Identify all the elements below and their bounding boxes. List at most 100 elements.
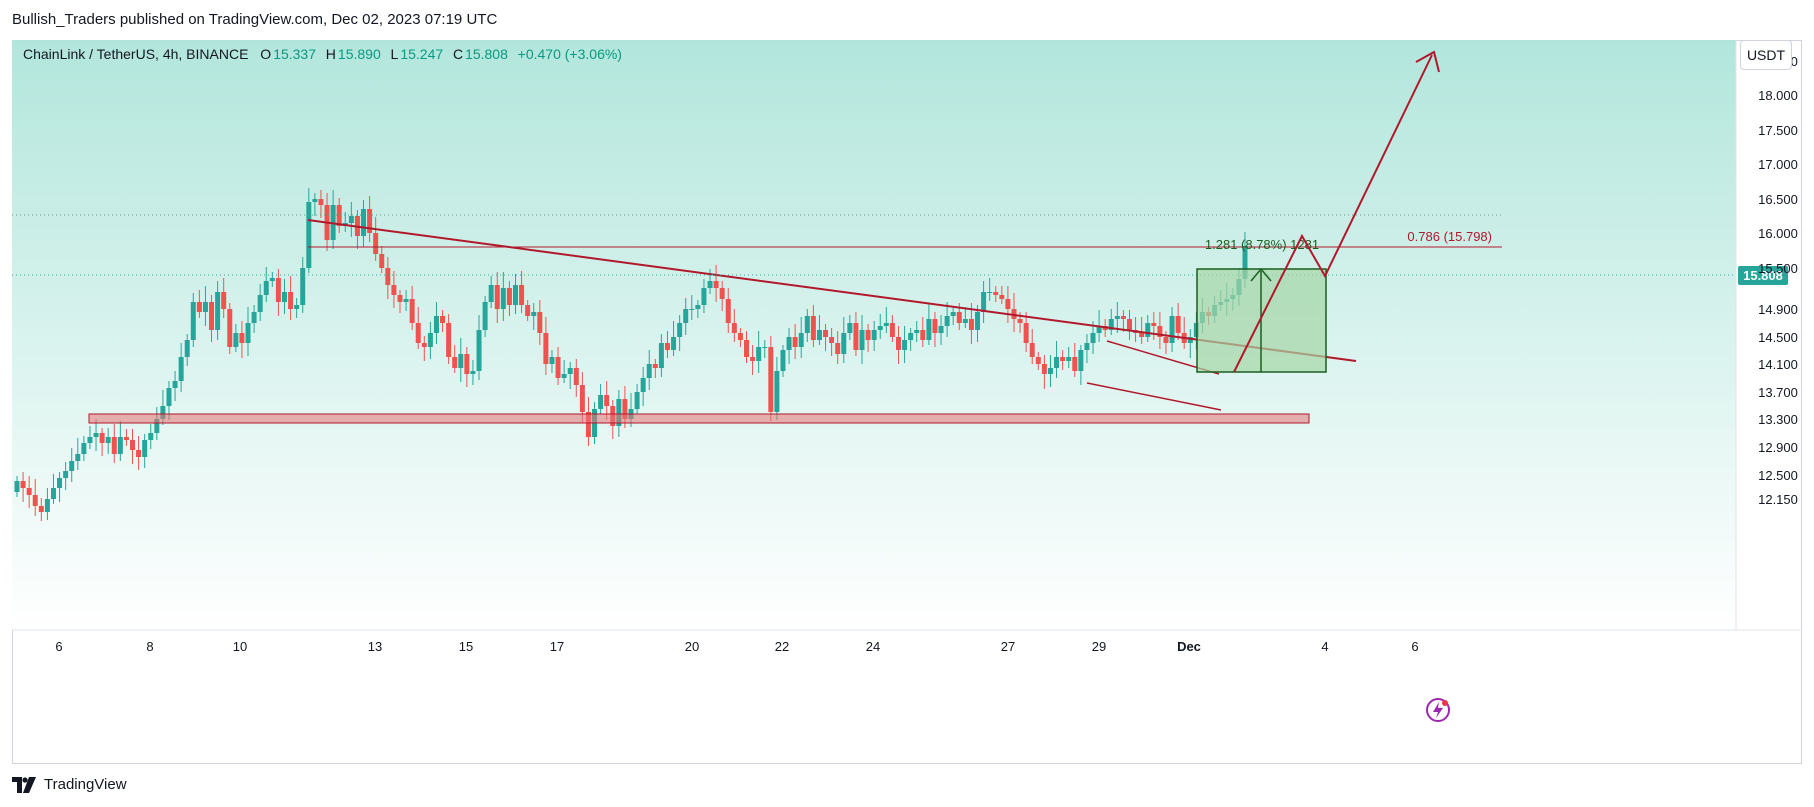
- candle: [32, 479, 38, 516]
- candle-body: [804, 316, 810, 333]
- candle-body: [123, 437, 129, 440]
- candle: [1078, 345, 1084, 385]
- candle: [1047, 355, 1053, 387]
- measure-arrow-head: [1250, 267, 1272, 282]
- candle-body: [221, 292, 227, 309]
- candle: [1035, 352, 1041, 370]
- candle: [658, 334, 664, 377]
- candle: [987, 278, 993, 301]
- candle-body: [1145, 323, 1151, 337]
- lightning-icon[interactable]: [1425, 697, 1451, 723]
- candle: [519, 271, 525, 313]
- candle: [786, 328, 792, 364]
- candle-body: [1242, 246, 1248, 279]
- candle: [573, 359, 579, 397]
- candle-body: [1041, 364, 1047, 374]
- x-tick-label: 15: [459, 639, 473, 654]
- candle: [640, 367, 646, 406]
- candle: [908, 328, 914, 351]
- candle-body: [245, 323, 251, 343]
- candle-body: [762, 347, 768, 348]
- candle: [75, 438, 81, 470]
- candle: [695, 300, 701, 318]
- candle-body: [403, 299, 409, 302]
- candle-body: [215, 292, 221, 330]
- candle: [531, 303, 537, 330]
- candle: [847, 315, 853, 340]
- candle: [190, 293, 196, 347]
- y-tick-label: 18.000: [1758, 88, 1798, 103]
- candle-body: [902, 340, 908, 350]
- candle-body: [573, 368, 579, 385]
- candle-body: [44, 499, 50, 512]
- candle-body: [1005, 299, 1011, 309]
- candle: [829, 328, 835, 356]
- candle-body: [1017, 319, 1023, 323]
- candle-body: [373, 233, 379, 254]
- y-tick-label: 12.150: [1758, 492, 1798, 507]
- candle-body: [975, 312, 981, 330]
- price-chart[interactable]: 1.618 (18.916)0.786 (15.798)1.281 (8.78%…: [12, 40, 1802, 764]
- candle: [99, 428, 105, 456]
- candle: [938, 315, 944, 345]
- candle-body: [847, 323, 853, 333]
- descending-trendline: [307, 219, 1357, 362]
- candle: [178, 343, 184, 392]
- candle: [500, 272, 506, 321]
- candle: [713, 265, 719, 302]
- candle: [1139, 317, 1145, 344]
- candle-body: [1060, 357, 1066, 361]
- candle: [233, 324, 239, 352]
- candle-body: [567, 368, 573, 374]
- candle-body: [14, 481, 20, 492]
- candle-body: [950, 312, 956, 316]
- candle: [1187, 329, 1193, 358]
- candle-body: [634, 392, 640, 409]
- candle-body: [537, 312, 543, 333]
- candle-body: [160, 406, 166, 419]
- fib-level-label: 0.786 (15.798): [1407, 229, 1492, 244]
- candle-body: [865, 330, 871, 340]
- candle: [634, 384, 640, 414]
- candle-body: [227, 309, 233, 347]
- candle-body: [233, 333, 239, 347]
- footer-brand: TradingView: [44, 776, 127, 793]
- candle: [184, 334, 190, 366]
- candle: [883, 307, 889, 333]
- x-tick-label: Dec: [1177, 639, 1201, 654]
- currency-button[interactable]: USDT: [1740, 40, 1792, 70]
- candle-body: [433, 316, 439, 333]
- candle-body: [993, 292, 999, 295]
- candle-body: [798, 333, 804, 347]
- candle: [397, 290, 403, 313]
- candle: [664, 331, 670, 358]
- candle: [506, 281, 512, 316]
- candle-body: [263, 281, 269, 295]
- candle: [20, 472, 26, 502]
- candle-body: [166, 388, 172, 406]
- candle-body: [464, 354, 470, 374]
- candle-body: [288, 292, 294, 309]
- candle-body: [1169, 316, 1175, 343]
- candle-body: [525, 305, 531, 316]
- legend-open-label: O: [260, 46, 272, 62]
- candle: [902, 326, 908, 363]
- candle-body: [664, 343, 670, 350]
- candle: [810, 305, 816, 347]
- candle-body: [1163, 337, 1169, 343]
- last-price-badge: [1738, 266, 1788, 285]
- candle: [677, 315, 683, 351]
- candle: [780, 345, 786, 377]
- candle-body: [415, 323, 421, 343]
- candle-body: [391, 285, 397, 295]
- candle-body: [336, 205, 342, 226]
- candle-body: [1072, 357, 1078, 371]
- x-tick-label: 27: [1001, 639, 1015, 654]
- candle: [1054, 341, 1060, 378]
- candle: [598, 384, 604, 414]
- candle: [1169, 307, 1175, 352]
- candle-body: [689, 309, 695, 310]
- candle-body: [409, 299, 415, 323]
- candle-body: [579, 385, 585, 412]
- x-tick-label: 29: [1092, 639, 1106, 654]
